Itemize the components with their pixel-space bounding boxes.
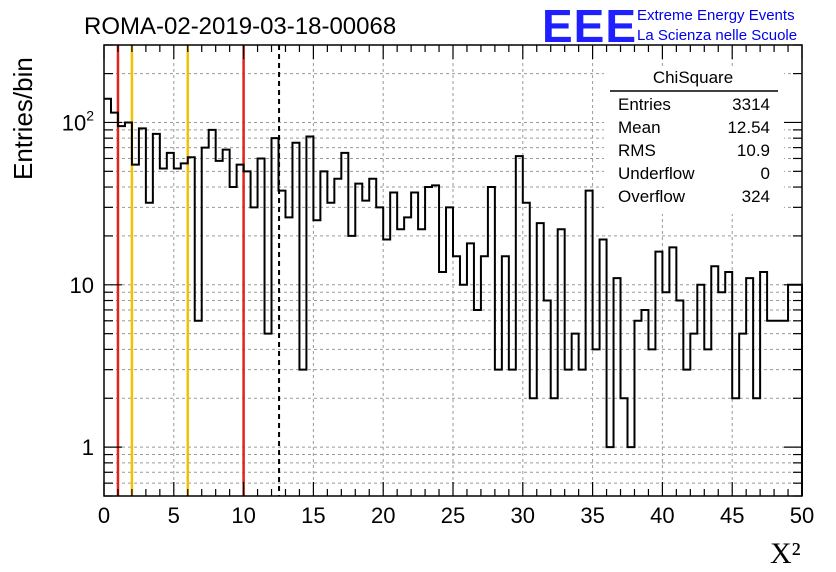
x-tick-label: 25 xyxy=(441,503,465,528)
stats-title: ChiSquare xyxy=(653,68,733,87)
logo-line-2: La Scienza nelle Scuole xyxy=(637,27,797,44)
x-tick-label: 0 xyxy=(98,503,110,528)
x-tick-label: 10 xyxy=(231,503,255,528)
stats-label: Underflow xyxy=(618,164,695,183)
stats-value: 10.9 xyxy=(737,141,770,160)
x-tick-labels: 0 5 10 15 20 25 30 35 40 45 50 xyxy=(98,503,814,528)
axis-ticks xyxy=(103,44,803,497)
stats-label: Overflow xyxy=(618,187,686,206)
x-tick-label: 30 xyxy=(511,503,535,528)
stats-value: 3314 xyxy=(732,95,770,114)
x-tick-label: 15 xyxy=(301,503,325,528)
stats-value: 12.54 xyxy=(727,118,770,137)
stats-label: Mean xyxy=(618,118,661,137)
x-tick-label: 35 xyxy=(580,503,604,528)
reference-lines xyxy=(116,45,281,496)
eee-logo: EEE Extreme Energy Events La Scienza nel… xyxy=(542,0,797,52)
y-tick-exponent: 2 xyxy=(86,107,94,123)
y-tick-label: 102 xyxy=(62,107,94,135)
chart-title: ROMA-02-2019-03-18-00068 xyxy=(84,13,396,40)
x-tick-label: 5 xyxy=(168,503,180,528)
stats-label: RMS xyxy=(618,141,656,160)
y-tick-labels: 1 10 102 xyxy=(62,107,94,460)
stats-rows: Entries 3314 Mean 12.54 RMS 10.9 Underflow 0 Ove… xyxy=(618,95,770,206)
stats-value: 0 xyxy=(761,164,770,183)
y-tick-label: 10 xyxy=(70,273,94,298)
logo-line-1: Extreme Energy Events xyxy=(637,7,795,24)
stats-value: 324 xyxy=(742,187,770,206)
x-axis-label: X² xyxy=(770,537,801,570)
x-tick-label: 50 xyxy=(790,503,814,528)
histogram-series xyxy=(104,97,803,496)
x-tick-label: 40 xyxy=(650,503,674,528)
x-tick-label: 20 xyxy=(371,503,395,528)
logo-acronym: EEE xyxy=(542,0,637,52)
x-tick-label: 45 xyxy=(720,503,744,528)
y-axis-label: Entries/bin xyxy=(8,57,38,180)
stats-box: ChiSquare Entries 3314 Mean 12.54 RMS 10.9 Und… xyxy=(604,66,784,214)
stats-label: Entries xyxy=(618,95,671,114)
y-tick-label: 1 xyxy=(82,435,94,460)
